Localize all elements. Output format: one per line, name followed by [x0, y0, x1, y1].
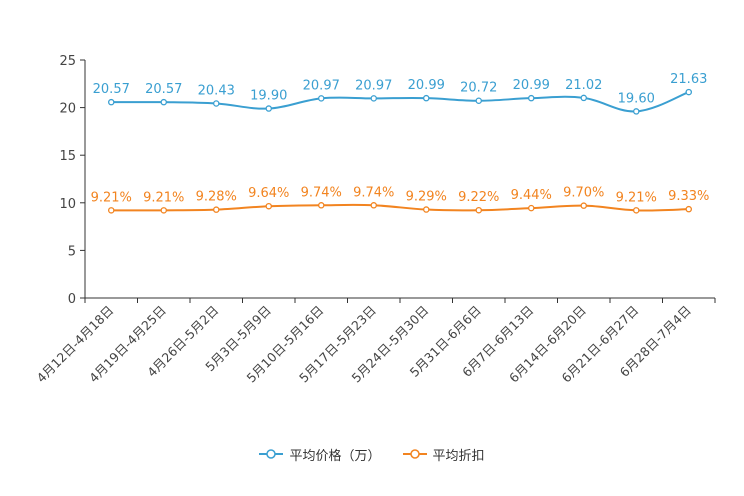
data-label: 20.57: [145, 82, 182, 97]
axes: 05101520254月12日-4月18日4月19日-4月25日4月26日-5月…: [34, 54, 716, 386]
series-line-0: [111, 91, 690, 113]
legend: 平均价格（万） 平均折扣: [0, 444, 744, 464]
y-tick-label: 0: [68, 292, 76, 307]
data-label: 9.28%: [196, 190, 237, 205]
data-label: 20.99: [408, 78, 445, 93]
data-point: [685, 205, 693, 213]
data-label: 9.21%: [143, 190, 184, 205]
data-label: 9.22%: [458, 190, 499, 205]
data-label: 20.99: [513, 78, 550, 93]
y-tick-label: 5: [68, 244, 76, 259]
data-label: 20.43: [198, 84, 235, 99]
data-label: 9.44%: [511, 188, 552, 203]
data-point: [317, 202, 325, 209]
data-point: [160, 207, 167, 214]
data-label: 9.29%: [406, 190, 447, 205]
data-point: [212, 100, 220, 107]
data-point: [265, 202, 272, 210]
legend-item-price[interactable]: 平均价格（万）: [259, 445, 381, 464]
legend-line-circle-icon: [402, 449, 427, 459]
data-label: 19.90: [250, 89, 287, 104]
data-label: 9.21%: [91, 190, 132, 205]
y-tick-label: 15: [59, 149, 76, 164]
data-point: [212, 206, 220, 213]
data-point: [422, 94, 430, 102]
legend-line-circle-icon: [259, 449, 284, 459]
data-label: 21.63: [670, 72, 707, 87]
data-label: 9.33%: [668, 189, 709, 204]
data-point: [317, 95, 325, 102]
data-point: [265, 105, 272, 112]
data-point: [370, 95, 377, 102]
data-point: [580, 202, 588, 209]
data-point: [422, 206, 430, 213]
legend-label-discount: 平均折扣: [432, 448, 485, 464]
series-line-1: [111, 203, 689, 212]
y-tick-label: 20: [59, 102, 76, 117]
data-point: [108, 207, 115, 214]
data-point: [108, 98, 115, 106]
data-point: [633, 207, 640, 214]
data-label: 9.70%: [563, 186, 604, 201]
legend-label-price: 平均价格（万）: [289, 448, 381, 464]
data-label: 9.74%: [353, 185, 394, 200]
data-label: 20.72: [460, 81, 497, 96]
series-layer: [108, 88, 693, 214]
data-label: 19.60: [618, 91, 655, 106]
data-point: [370, 202, 377, 209]
y-tick-label: 25: [59, 54, 76, 69]
data-point: [528, 204, 535, 212]
data-point: [633, 108, 640, 115]
data-point: [475, 206, 482, 214]
data-point: [160, 98, 167, 106]
data-point: [580, 94, 588, 102]
data-point: [685, 88, 693, 96]
data-point: [528, 94, 535, 102]
data-label: 20.97: [303, 78, 340, 93]
data-label: 20.57: [93, 82, 130, 97]
y-tick-label: 10: [59, 197, 76, 212]
legend-item-discount[interactable]: 平均折扣: [402, 445, 485, 464]
data-label: 21.02: [565, 78, 602, 93]
data-label: 9.21%: [616, 190, 657, 205]
data-label: 9.74%: [301, 185, 342, 200]
data-labels: 20.57 20.57 20.43 19.90 20.97 20.97 20.99 20.72…: [91, 72, 710, 205]
data-label: 9.64%: [248, 186, 289, 201]
data-label: 20.97: [355, 78, 392, 93]
data-point: [475, 97, 482, 104]
